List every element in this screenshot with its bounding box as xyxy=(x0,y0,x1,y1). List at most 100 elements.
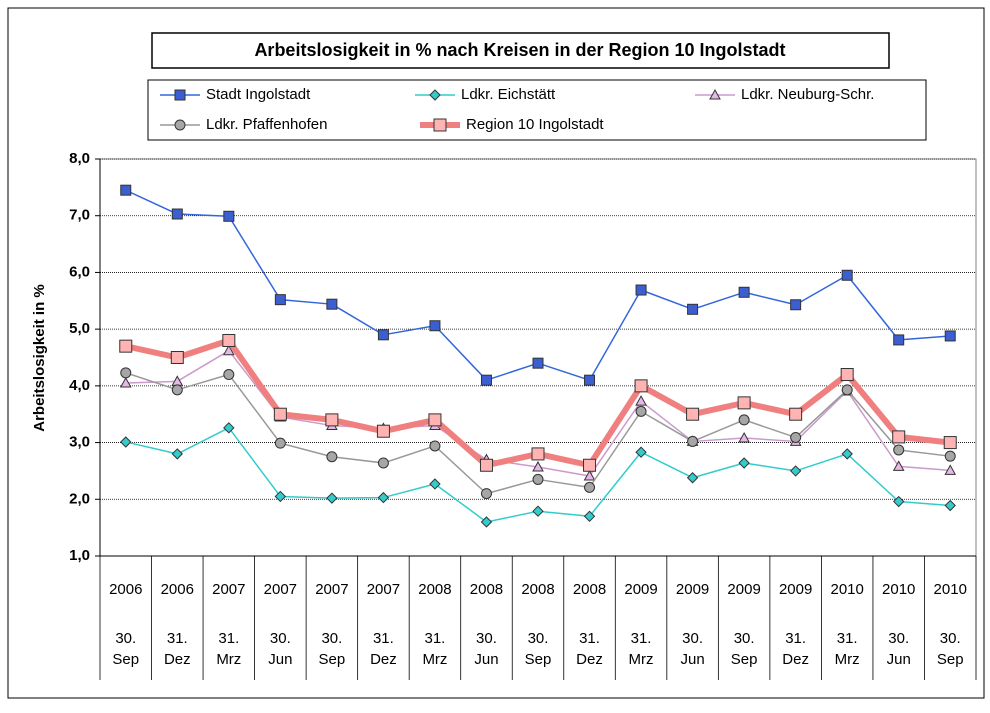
x-tick-day: 30. xyxy=(270,630,291,647)
x-tick-month: Sep xyxy=(319,651,346,668)
x-tick-year: 2009 xyxy=(727,581,760,598)
y-tick-label: 4,0 xyxy=(69,377,90,394)
data-point xyxy=(223,210,235,222)
x-tick-year: 2008 xyxy=(573,581,606,598)
data-point xyxy=(738,457,750,469)
data-point xyxy=(738,432,750,443)
y-tick-label: 8,0 xyxy=(69,150,90,167)
data-point xyxy=(428,413,442,427)
data-point xyxy=(171,384,183,396)
data-point xyxy=(686,472,699,484)
data-point xyxy=(171,208,183,220)
x-tick-day: 31. xyxy=(218,630,239,647)
data-point xyxy=(326,492,338,504)
data-point xyxy=(789,407,803,421)
data-point xyxy=(222,333,236,347)
x-tick-year: 2007 xyxy=(367,581,400,598)
data-point xyxy=(377,491,390,504)
legend-marker xyxy=(174,119,186,131)
data-point xyxy=(944,499,956,512)
data-point xyxy=(532,460,544,472)
data-point xyxy=(841,448,853,460)
data-point xyxy=(943,436,957,450)
data-point xyxy=(274,490,287,503)
data-point xyxy=(480,374,492,386)
data-point xyxy=(171,448,184,460)
data-point xyxy=(892,495,905,508)
data-point xyxy=(686,407,700,421)
data-point xyxy=(429,478,441,490)
legend-label: Region 10 Ingolstadt xyxy=(466,116,604,133)
data-point xyxy=(532,357,544,369)
data-point xyxy=(841,269,853,281)
title-box xyxy=(151,32,890,69)
data-point xyxy=(120,184,132,196)
data-point xyxy=(120,436,132,448)
x-tick-month: Sep xyxy=(112,651,139,668)
data-point xyxy=(893,444,905,456)
x-tick-year: 2008 xyxy=(521,581,554,598)
x-tick-year: 2010 xyxy=(934,581,967,598)
data-point xyxy=(944,450,956,462)
data-point xyxy=(119,376,132,388)
x-tick-day: 30. xyxy=(115,630,136,647)
plot-area xyxy=(99,158,977,557)
x-tick-day: 30. xyxy=(321,630,342,647)
data-point xyxy=(738,286,750,298)
data-point xyxy=(635,395,647,406)
x-tick-year: 2006 xyxy=(109,581,142,598)
x-tick-year: 2006 xyxy=(161,581,194,598)
x-tick-year: 2007 xyxy=(212,581,245,598)
x-tick-month: Mrz xyxy=(216,651,241,668)
legend-label: Ldkr. Eichstätt xyxy=(461,86,556,103)
x-tick-month: Mrz xyxy=(629,651,654,668)
data-point xyxy=(377,457,389,469)
legend-marker xyxy=(174,89,186,101)
chart-title: Arbeitslosigkeit in % nach Kreisen in de… xyxy=(254,40,785,60)
x-tick-year: 2009 xyxy=(624,581,657,598)
data-point xyxy=(687,435,699,447)
x-tick-month: Dez xyxy=(164,651,191,668)
x-tick-year: 2010 xyxy=(830,581,863,598)
data-point xyxy=(532,505,544,517)
data-point xyxy=(376,424,390,438)
data-point xyxy=(274,294,286,306)
x-tick-day: 30. xyxy=(940,630,961,647)
data-point xyxy=(634,379,648,393)
data-point xyxy=(532,473,544,485)
x-tick-day: 30. xyxy=(888,630,909,647)
data-point xyxy=(635,405,647,417)
x-tick-month: Dez xyxy=(576,651,603,668)
y-axis-label: Arbeitslosigkeit in % xyxy=(31,284,48,432)
data-point xyxy=(223,422,235,434)
x-tick-month: Mrz xyxy=(835,651,860,668)
x-tick-year: 2009 xyxy=(779,581,812,598)
y-tick-label: 6,0 xyxy=(69,263,90,280)
y-tick-label: 3,0 xyxy=(69,434,90,451)
data-point xyxy=(273,407,287,421)
x-tick-day: 31. xyxy=(579,630,600,647)
data-point xyxy=(170,351,184,364)
legend-label: Stadt Ingolstadt xyxy=(206,86,311,103)
x-tick-month: Sep xyxy=(937,651,964,668)
data-point xyxy=(222,344,235,356)
x-tick-month: Dez xyxy=(370,651,397,668)
data-point xyxy=(429,320,441,332)
data-point xyxy=(790,431,802,443)
data-point xyxy=(429,440,441,452)
data-point xyxy=(480,488,492,500)
x-tick-year: 2008 xyxy=(470,581,503,598)
x-tick-month: Jun xyxy=(474,651,498,668)
x-tick-month: Mrz xyxy=(422,651,447,668)
y-tick-label: 1,0 xyxy=(69,547,90,564)
x-tick-day: 30. xyxy=(734,630,755,647)
x-tick-month: Jun xyxy=(887,651,911,668)
x-tick-year: 2007 xyxy=(315,581,348,598)
data-point xyxy=(480,516,493,528)
data-point xyxy=(789,465,802,477)
data-point xyxy=(583,458,597,472)
x-tick-day: 30. xyxy=(528,630,549,647)
data-point xyxy=(892,430,906,444)
x-tick-day: 31. xyxy=(785,630,806,647)
